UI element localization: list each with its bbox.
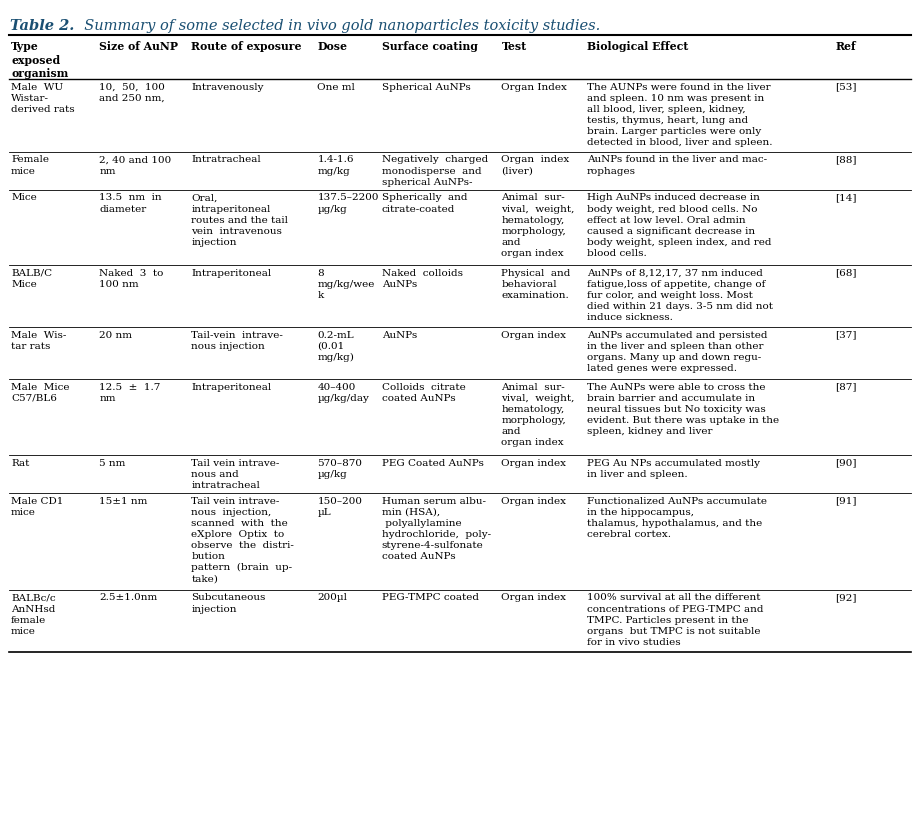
- Text: 12.5  ±  1.7
nm: 12.5 ± 1.7 nm: [99, 382, 161, 403]
- Text: Organ index: Organ index: [501, 496, 566, 505]
- Text: 100% survival at all the different
concentrations of PEG-TMPC and
TMPC. Particle: 100% survival at all the different conce…: [586, 594, 763, 647]
- Text: [92]: [92]: [834, 594, 856, 603]
- Text: Dose: Dose: [317, 41, 347, 52]
- Text: AuNPs accumulated and persisted
in the liver and spleen than other
organs. Many : AuNPs accumulated and persisted in the l…: [586, 331, 766, 373]
- Text: [37]: [37]: [834, 331, 856, 340]
- Text: Spherically  and
citrate-coated: Spherically and citrate-coated: [381, 193, 467, 214]
- Text: Intraperitoneal: Intraperitoneal: [191, 269, 271, 278]
- Text: PEG Au NPs accumulated mostly
in liver and spleen.: PEG Au NPs accumulated mostly in liver a…: [586, 459, 759, 478]
- Text: Summary of some selected in vivo gold nanoparticles toxicity studies.: Summary of some selected in vivo gold na…: [75, 19, 599, 33]
- Text: Route of exposure: Route of exposure: [191, 41, 301, 52]
- Text: [14]: [14]: [834, 193, 856, 202]
- Text: Intratracheal: Intratracheal: [191, 156, 261, 165]
- Text: Organ index: Organ index: [501, 331, 566, 340]
- Text: Rat: Rat: [11, 459, 29, 468]
- Text: One ml: One ml: [317, 83, 355, 92]
- Text: AuNPs: AuNPs: [381, 331, 416, 340]
- Text: AuNPs of 8,12,17, 37 nm induced
fatigue,loss of appetite, change of
fur color, a: AuNPs of 8,12,17, 37 nm induced fatigue,…: [586, 269, 772, 322]
- Text: Naked  colloids
AuNPs: Naked colloids AuNPs: [381, 269, 462, 288]
- Text: Male  Wis-
tar rats: Male Wis- tar rats: [11, 331, 66, 351]
- Text: Intravenously: Intravenously: [191, 83, 264, 92]
- Text: Female
mice: Female mice: [11, 156, 49, 175]
- Text: 200µl: 200µl: [317, 594, 347, 603]
- Text: [53]: [53]: [834, 83, 856, 92]
- Text: Organ index: Organ index: [501, 459, 566, 468]
- Text: 20 nm: 20 nm: [99, 331, 132, 340]
- Text: Animal  sur-
vival,  weight,
hematology,
morphology,
and
organ index: Animal sur- vival, weight, hematology, m…: [501, 382, 574, 447]
- Text: Colloids  citrate
coated AuNPs: Colloids citrate coated AuNPs: [381, 382, 465, 403]
- Text: 570–870
µg/kg: 570–870 µg/kg: [317, 459, 362, 478]
- Text: 0.2-mL
(0.01
mg/kg): 0.2-mL (0.01 mg/kg): [317, 331, 354, 362]
- Text: Functionalized AuNPs accumulate
in the hippocampus,
thalamus, hypothalamus, and : Functionalized AuNPs accumulate in the h…: [586, 496, 766, 539]
- Text: Physical  and
behavioral
examination.: Physical and behavioral examination.: [501, 269, 570, 300]
- Text: PEG-TMPC coated: PEG-TMPC coated: [381, 594, 478, 603]
- Text: Male  WU
Wistar-
derived rats: Male WU Wistar- derived rats: [11, 83, 74, 114]
- Text: 5 nm: 5 nm: [99, 459, 126, 468]
- Text: Spherical AuNPs: Spherical AuNPs: [381, 83, 470, 92]
- Text: Organ  index
(liver): Organ index (liver): [501, 156, 569, 175]
- Text: High AuNPs induced decrease in
body weight, red blood cells. No
effect at low le: High AuNPs induced decrease in body weig…: [586, 193, 771, 258]
- Text: Table 2.: Table 2.: [10, 19, 74, 33]
- Text: Organ Index: Organ Index: [501, 83, 567, 92]
- Text: Subcutaneous
injection: Subcutaneous injection: [191, 594, 266, 613]
- Text: Test: Test: [501, 41, 526, 52]
- Text: 10,  50,  100
and 250 nm,: 10, 50, 100 and 250 nm,: [99, 83, 165, 102]
- Text: Male CD1
mice: Male CD1 mice: [11, 496, 63, 517]
- Text: Tail vein intrave-
nous and
intratracheal: Tail vein intrave- nous and intratrachea…: [191, 459, 279, 490]
- Text: [91]: [91]: [834, 496, 856, 505]
- Text: Male  Mice
C57/BL6: Male Mice C57/BL6: [11, 382, 70, 403]
- Text: [87]: [87]: [834, 382, 856, 391]
- Text: 15±1 nm: 15±1 nm: [99, 496, 148, 505]
- Text: [90]: [90]: [834, 459, 856, 468]
- Text: [88]: [88]: [834, 156, 856, 165]
- Text: Negatively  charged
monodisperse  and
spherical AuNPs-: Negatively charged monodisperse and sphe…: [381, 156, 487, 187]
- Text: AuNPs found in the liver and mac-
rophages: AuNPs found in the liver and mac- rophag…: [586, 156, 766, 175]
- Text: BALBc/c
AnNHsd
female
mice: BALBc/c AnNHsd female mice: [11, 594, 56, 636]
- Text: Biological Effect: Biological Effect: [586, 41, 687, 52]
- Text: BALB/C
Mice: BALB/C Mice: [11, 269, 52, 288]
- Text: Oral,
intraperitoneal
routes and the tail
vein  intravenous
injection: Oral, intraperitoneal routes and the tai…: [191, 193, 288, 247]
- Text: Mice: Mice: [11, 193, 37, 202]
- Text: Surface coating: Surface coating: [381, 41, 477, 52]
- Text: 13.5  nm  in
diameter: 13.5 nm in diameter: [99, 193, 162, 214]
- Text: The AuNPs were able to cross the
brain barrier and accumulate in
neural tissues : The AuNPs were able to cross the brain b…: [586, 382, 778, 436]
- Text: [68]: [68]: [834, 269, 856, 278]
- Text: Organ index: Organ index: [501, 594, 566, 603]
- Text: 8
mg/kg/wee
k: 8 mg/kg/wee k: [317, 269, 374, 300]
- Text: Ref: Ref: [834, 41, 855, 52]
- Text: Tail-vein  intrave-
nous injection: Tail-vein intrave- nous injection: [191, 331, 283, 351]
- Text: The AUNPs were found in the liver
and spleen. 10 nm was present in
all blood, li: The AUNPs were found in the liver and sp…: [586, 83, 772, 147]
- Text: Type
exposed
organism: Type exposed organism: [11, 41, 68, 79]
- Text: 2, 40 and 100
nm: 2, 40 and 100 nm: [99, 156, 172, 175]
- Text: Animal  sur-
vival,  weight,
hematology,
morphology,
and
organ index: Animal sur- vival, weight, hematology, m…: [501, 193, 574, 258]
- Text: Human serum albu-
min (HSA),
 polyallylamine
hydrochloride,  poly-
styrene-4-sul: Human serum albu- min (HSA), polyallylam…: [381, 496, 491, 561]
- Text: Size of AuNP: Size of AuNP: [99, 41, 178, 52]
- Text: PEG Coated AuNPs: PEG Coated AuNPs: [381, 459, 483, 468]
- Text: 1.4-1.6
mg/kg: 1.4-1.6 mg/kg: [317, 156, 354, 175]
- Text: 2.5±1.0nm: 2.5±1.0nm: [99, 594, 157, 603]
- Text: Intraperitoneal: Intraperitoneal: [191, 382, 271, 391]
- Text: Naked  3  to
100 nm: Naked 3 to 100 nm: [99, 269, 164, 288]
- Text: 137.5–2200
µg/kg: 137.5–2200 µg/kg: [317, 193, 379, 214]
- Text: 150–200
µL: 150–200 µL: [317, 496, 362, 517]
- Text: 40–400
µg/kg/day: 40–400 µg/kg/day: [317, 382, 369, 403]
- Text: Tail vein intrave-
nous  injection,
scanned  with  the
eXplore  Optix  to
observ: Tail vein intrave- nous injection, scann…: [191, 496, 294, 583]
